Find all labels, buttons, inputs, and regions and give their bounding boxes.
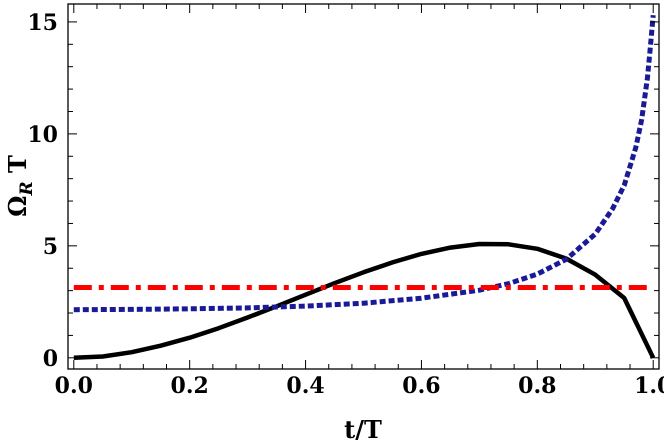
x-tick-label: 0.8 (518, 373, 556, 399)
x-tick-label: 0.6 (402, 373, 440, 399)
series-line-1 (73, 241, 656, 361)
plot-frame (67, 3, 660, 370)
y-tick-label: 0 (43, 346, 58, 372)
x-tick-label: 0.0 (55, 373, 93, 399)
x-axis-label: t/T (344, 415, 382, 444)
ticks-layer: 0.0 0.2 0.4 0.6 0.8 1.0 0 5 10 15 (27, 4, 664, 399)
series-layer (73, 14, 656, 361)
y-tick-label: 10 (27, 122, 58, 148)
y-axis-label: ΩR T (3, 155, 37, 217)
y-tick-label: 15 (27, 10, 58, 36)
x-tick-label: 1.0 (634, 373, 664, 399)
x-tick-label: 0.2 (171, 373, 209, 399)
y-tick-label: 5 (43, 234, 58, 260)
x-tick-label: 0.4 (286, 373, 324, 399)
series-line-2 (73, 14, 656, 313)
